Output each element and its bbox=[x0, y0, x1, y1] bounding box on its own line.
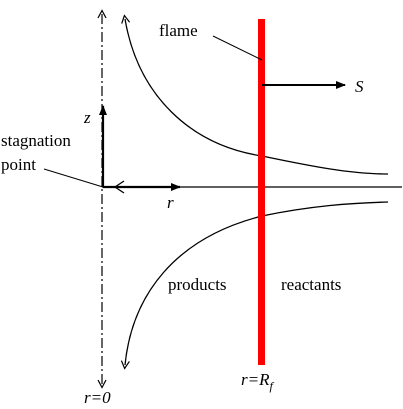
stagnation-label-line2: point bbox=[1, 155, 36, 174]
r-zero-label: r=0 bbox=[84, 388, 111, 407]
flame-front bbox=[258, 19, 265, 365]
stagnation-leader-line bbox=[43, 168, 104, 188]
z-axis-label: z bbox=[83, 108, 91, 127]
r-axis-label: r bbox=[167, 193, 174, 212]
r-flame-label: r=Rf bbox=[241, 370, 274, 393]
reactants-label: reactants bbox=[281, 275, 341, 294]
flame-leader-line bbox=[212, 35, 263, 61]
flame-label: flame bbox=[159, 21, 198, 40]
r-axis-back-tick bbox=[113, 180, 125, 194]
stagnation-label-line1: stagnation bbox=[1, 131, 71, 150]
r-flame-label-subscript: f bbox=[269, 379, 274, 393]
flame-speed-label: S bbox=[355, 77, 364, 96]
products-label: products bbox=[168, 275, 227, 294]
lower-streamline bbox=[125, 201, 389, 365]
upper-streamline bbox=[125, 19, 389, 175]
r-flame-label-main: r=R bbox=[241, 370, 270, 389]
